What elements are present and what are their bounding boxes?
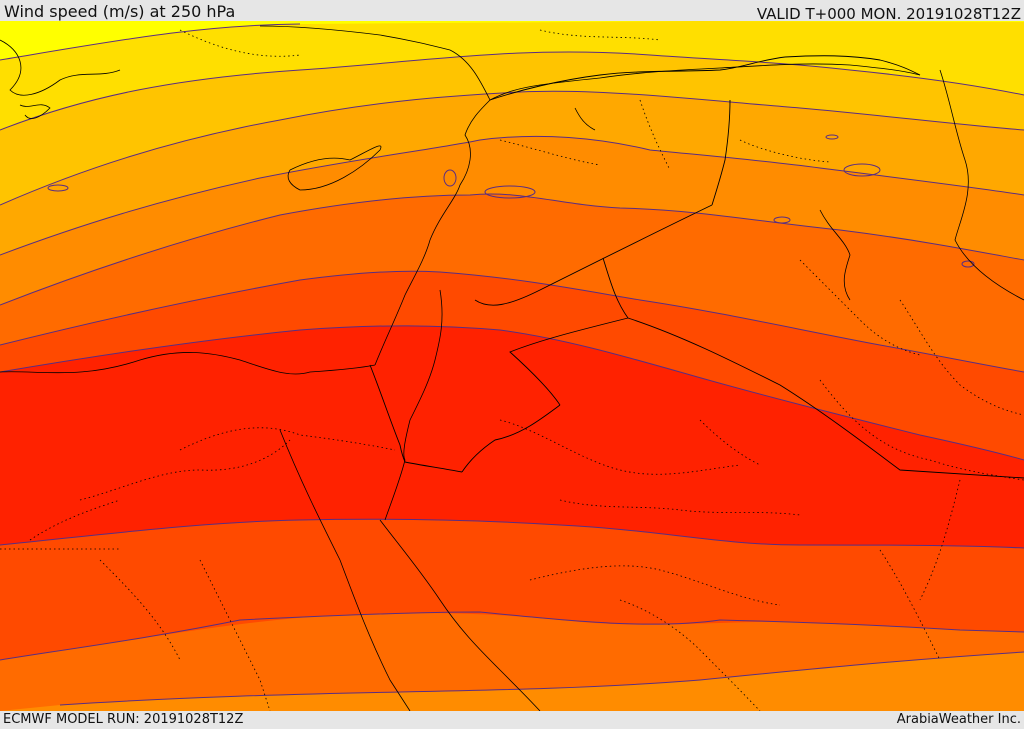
isotach-contours [0,23,1024,706]
footer-bar: ECMWF MODEL RUN: 20191028T12Z ArabiaWeat… [0,711,1024,729]
internal-boundaries [0,29,1024,711]
credit-label: ArabiaWeather Inc. [896,712,1021,727]
model-run-label: ECMWF MODEL RUN: 20191028T12Z [3,712,244,727]
wind-speed-map[interactable] [0,21,1024,711]
map-title: Wind speed (m/s) at 250 hPa [4,2,236,21]
valid-time-label: VALID T+000 MON. 20191028T12Z [756,5,1021,23]
band-red-core [0,325,1024,548]
coastlines [0,25,1024,711]
wind-speed-bands [0,21,1024,711]
header-bar: Wind speed (m/s) at 250 hPa VALID T+000 … [0,0,1024,23]
country-boundaries [369,55,1024,479]
